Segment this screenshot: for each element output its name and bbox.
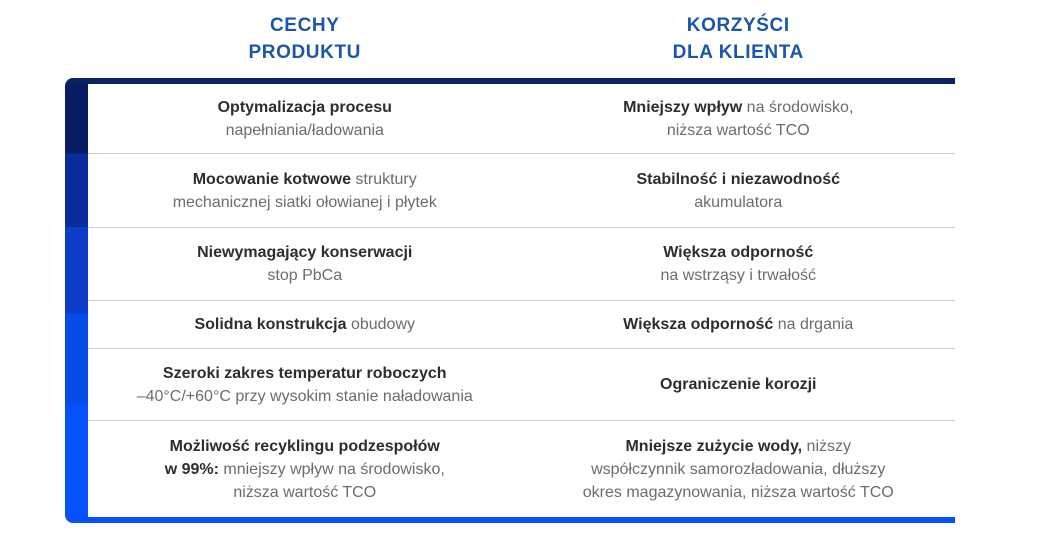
column-header-product-features: CECHY PRODUKTU <box>248 15 361 63</box>
feature-text: Szeroki zakres temperatur roboczych –40°… <box>136 364 473 405</box>
benefit-text: Mniejsze zużycie wody, niższy współczynn… <box>582 437 894 501</box>
benefit-text: Większa odporność na wstrząsy i trwałość <box>660 244 817 284</box>
feature-text: Mocowanie kotwowe struktury mechanicznej… <box>172 170 437 211</box>
table-body: Optymalizacja procesu napełniania/ładowa… <box>65 84 955 517</box>
feature-cell: Możliwość recyklingu podzespołów w 99%: … <box>88 421 522 517</box>
benefit-cell: Stabilność i niezawodność akumulatora <box>522 154 956 227</box>
features-benefits-table: Optymalizacja procesu napełniania/ładowa… <box>65 78 955 523</box>
feature-cell: Solidna konstrukcja obudowy <box>88 301 522 348</box>
table-row: Możliwość recyklingu podzespołów w 99%: … <box>88 420 955 517</box>
benefit-text: Stabilność i niezawodność akumulatora <box>636 170 841 211</box>
benefit-text: Mniejszy wpływ na środowisko, niższa war… <box>623 98 854 139</box>
benefit-cell: Ograniczenie korozji <box>522 349 956 420</box>
benefit-cell: Mniejszy wpływ na środowisko, niższa war… <box>522 84 956 153</box>
benefit-text: Ograniczenie korozji <box>660 376 817 393</box>
benefit-cell: Większa odporność na wstrząsy i trwałość <box>522 228 956 300</box>
table-top-accent-bar <box>65 78 955 84</box>
feature-text: Możliwość recyklingu podzespołów w 99%: … <box>164 437 445 501</box>
benefit-cell: Większa odporność na drgania <box>522 301 956 348</box>
table-row: Mocowanie kotwowe struktury mechanicznej… <box>88 153 955 227</box>
feature-text: Niewymagający konserwacji stop PbCa <box>197 244 413 284</box>
table-rows: Optymalizacja procesu napełniania/ładowa… <box>88 84 955 517</box>
benefit-cell: Mniejsze zużycie wody, niższy współczynn… <box>522 421 956 517</box>
feature-cell: Optymalizacja procesu napełniania/ładowa… <box>88 84 522 153</box>
feature-text: Solidna konstrukcja obudowy <box>194 316 416 333</box>
table-bottom-accent-bar <box>65 517 955 523</box>
table-row: Optymalizacja procesu napełniania/ładowa… <box>88 84 955 153</box>
feature-cell: Szeroki zakres temperatur roboczych –40°… <box>88 349 522 420</box>
gradient-accent-bar <box>65 84 88 517</box>
table-row: Solidna konstrukcja obudowy Większa odpo… <box>88 300 955 348</box>
table-column-headers: CECHY PRODUKTU KORZYŚCI DLA KLIENTA <box>88 12 955 66</box>
column-header-client-benefits: KORZYŚCI DLA KLIENTA <box>672 15 804 63</box>
benefit-text: Większa odporność na drgania <box>623 316 854 333</box>
feature-cell: Mocowanie kotwowe struktury mechanicznej… <box>88 154 522 227</box>
table-row: Niewymagający konserwacji stop PbCa Więk… <box>88 227 955 300</box>
table-row: Szeroki zakres temperatur roboczych –40°… <box>88 348 955 420</box>
feature-cell: Niewymagający konserwacji stop PbCa <box>88 228 522 300</box>
feature-text: Optymalizacja procesu napełniania/ładowa… <box>217 98 392 139</box>
